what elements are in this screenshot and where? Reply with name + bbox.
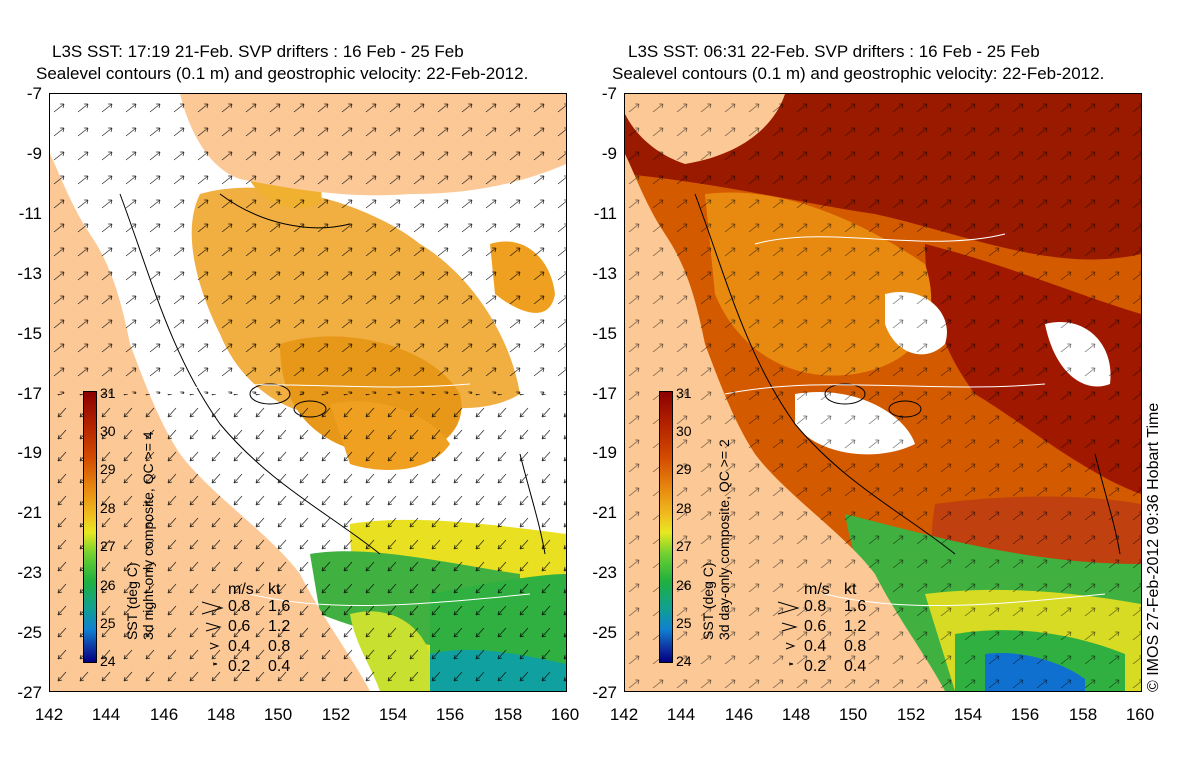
x-tick-left: 160: [550, 705, 580, 724]
sst-colorbar-day: [659, 391, 673, 663]
colorbar-tick: 31: [676, 385, 692, 401]
legend-kt-value: 0.4: [844, 658, 867, 675]
legend-ms-value: 0.2: [804, 658, 827, 675]
colorbar-tick: 25: [676, 615, 692, 631]
legend-arrow-icons: [777, 601, 800, 666]
y-tick-right: -25: [592, 623, 617, 642]
y-tick-left: -7: [26, 84, 42, 103]
x-tick-right: 148: [781, 705, 811, 724]
x-tick-right: 158: [1068, 705, 1098, 724]
panel2-title-line1: L3S SST: 06:31 22-Feb. SVP drifters : 16…: [628, 42, 1040, 61]
x-tick-left: 150: [263, 705, 293, 724]
colorbar-title-night: SST (deg C): [124, 562, 140, 640]
x-tick-right: 150: [838, 705, 868, 724]
x-tick-left: 142: [34, 705, 64, 724]
legend-ms-value: 0.4: [804, 638, 827, 655]
colorbar-tick: 30: [100, 423, 116, 439]
legend-ms-value: 0.2: [228, 658, 251, 675]
y-tick-left: -27: [17, 683, 42, 702]
y-tick-right: -7: [601, 84, 617, 103]
legend-kt-value: 1.2: [844, 618, 867, 635]
panel1-title-line2: Sealevel contours (0.1 m) and geostrophi…: [36, 64, 529, 83]
legend-ms-value: 0.6: [228, 618, 251, 635]
x-tick-right: 142: [609, 705, 639, 724]
colorbar-tick: 24: [100, 653, 116, 669]
legend-arrow-icons: [201, 601, 224, 666]
colorbar-tick: 26: [676, 577, 692, 593]
x-tick-right: 156: [1010, 705, 1040, 724]
x-tick-right: 154: [953, 705, 983, 724]
sst-map-day-svg: [625, 94, 1141, 691]
x-tick-left: 154: [378, 705, 408, 724]
y-tick-right: -19: [592, 443, 617, 462]
legend-kt-value: 1.2: [268, 618, 291, 635]
legend-kt-value: 0.4: [268, 658, 291, 675]
colorbar-tick: 30: [676, 423, 692, 439]
colorbar-tick: 24: [676, 653, 692, 669]
x-tick-left: 152: [321, 705, 351, 724]
sst-map-panel-day: [624, 93, 1142, 692]
legend-header-ms: m/s: [804, 581, 830, 598]
legend-ms-value: 0.8: [228, 598, 251, 615]
x-tick-right: 146: [724, 705, 754, 724]
y-tick-left: -19: [17, 443, 42, 462]
y-tick-right: -13: [592, 264, 617, 283]
y-tick-left: -9: [26, 144, 42, 163]
x-tick-left: 156: [435, 705, 465, 724]
y-tick-right: -15: [592, 324, 617, 343]
colorbar-tick: 31: [100, 385, 116, 401]
colorbar-tick: 27: [100, 538, 116, 554]
colorbar-tick: 28: [100, 500, 116, 516]
legend-header-kt: kt: [844, 581, 857, 598]
y-tick-left: -15: [17, 324, 42, 343]
y-tick-right: -17: [592, 384, 617, 403]
colorbar-tick: 25: [100, 615, 116, 631]
y-tick-right: -21: [592, 503, 617, 522]
y-tick-right: -9: [601, 144, 617, 163]
legend-header-ms: m/s: [228, 581, 254, 598]
colorbar-tick: 26: [100, 577, 116, 593]
y-tick-left: -23: [17, 563, 42, 582]
y-tick-right: -23: [592, 563, 617, 582]
x-tick-right: 152: [896, 705, 926, 724]
legend-header-kt: kt: [268, 581, 281, 598]
y-tick-left: -17: [17, 384, 42, 403]
panel2-title-line2: Sealevel contours (0.1 m) and geostrophi…: [612, 64, 1105, 83]
sst-colorbar-night: [83, 391, 97, 663]
y-tick-right: -27: [592, 683, 617, 702]
sst-map-panel-night: [49, 93, 567, 692]
colorbar-tick: 28: [676, 500, 692, 516]
y-tick-left: -21: [17, 503, 42, 522]
x-tick-left: 148: [206, 705, 236, 724]
sst-map-night-svg: [50, 94, 566, 691]
colorbar-subtitle-night: 3d night-only composite, QC >= 4: [140, 431, 156, 640]
y-tick-left: -13: [17, 264, 42, 283]
x-tick-left: 146: [149, 705, 179, 724]
x-tick-right: 160: [1125, 705, 1155, 724]
legend-kt-value: 0.8: [268, 638, 291, 655]
y-tick-left: -25: [17, 623, 42, 642]
colorbar-subtitle-day: 3d day-only composite, QC >= 2: [716, 439, 732, 640]
y-tick-left: -11: [18, 204, 42, 223]
legend-kt-value: 1.6: [844, 598, 867, 615]
colorbar-title-day: SST (deg C): [700, 562, 716, 640]
legend-ms-value: 0.6: [804, 618, 827, 635]
panel1-title-line1: L3S SST: 17:19 21-Feb. SVP drifters : 16…: [52, 42, 464, 61]
x-tick-right: 144: [666, 705, 696, 724]
y-tick-right: -11: [593, 204, 617, 223]
colorbar-tick: 27: [676, 538, 692, 554]
legend-kt-value: 0.8: [844, 638, 867, 655]
x-tick-left: 144: [91, 705, 121, 724]
credit-text: © IMOS 27-Feb-2012 09:36 Hobart Time: [1145, 402, 1162, 692]
colorbar-tick: 29: [100, 461, 116, 477]
legend-ms-value: 0.8: [804, 598, 827, 615]
colorbar-tick: 29: [676, 461, 692, 477]
legend-kt-value: 1.6: [268, 598, 291, 615]
legend-ms-value: 0.4: [228, 638, 251, 655]
x-tick-left: 158: [493, 705, 523, 724]
